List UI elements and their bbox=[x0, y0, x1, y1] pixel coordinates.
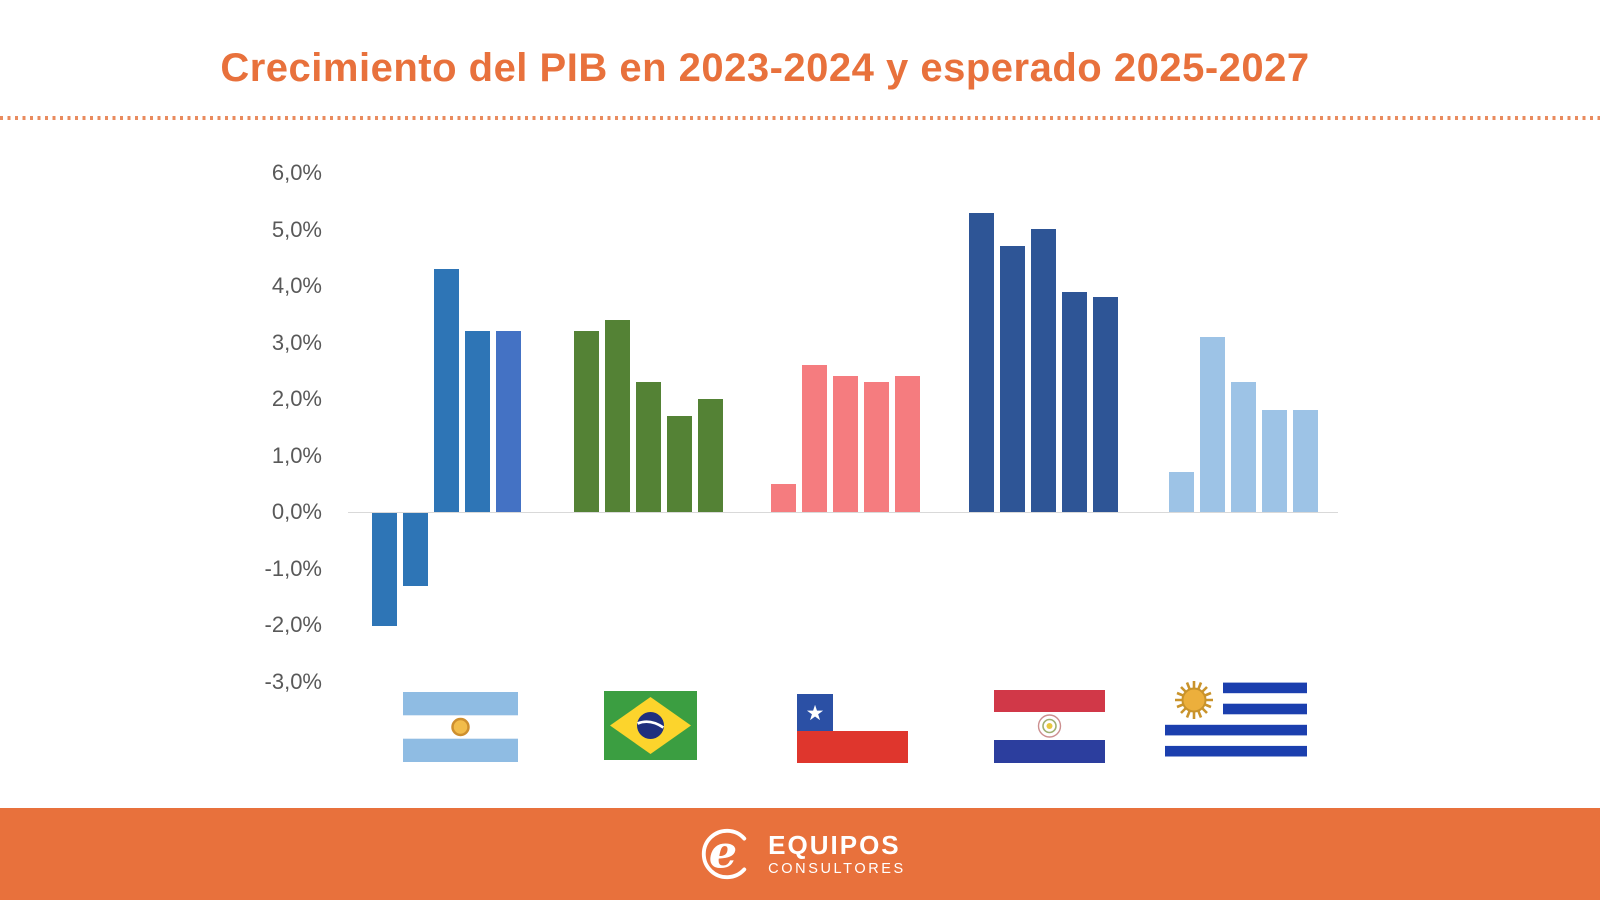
paraguay-flag-icon bbox=[994, 690, 1105, 763]
bar-brasil-2026 bbox=[667, 416, 692, 512]
bar-chile-2023 bbox=[771, 484, 796, 512]
bar-uruguay-2025 bbox=[1231, 382, 1256, 512]
svg-text:★: ★ bbox=[806, 701, 825, 725]
argentina-flag-icon bbox=[403, 692, 518, 762]
bar-chile-2024 bbox=[802, 365, 827, 512]
y-axis-label: -3,0% bbox=[264, 668, 322, 694]
bar-argentina-2025 bbox=[434, 269, 459, 512]
bar-paraguay-2025 bbox=[1031, 229, 1056, 512]
y-axis-label: 3,0% bbox=[271, 329, 322, 355]
bar-chile-2027 bbox=[895, 376, 920, 512]
y-axis-label: 4,0% bbox=[271, 273, 322, 298]
y-axis-label: 2,0% bbox=[271, 386, 322, 411]
chart-title: Crecimiento del PIB en 2023-2024 y esper… bbox=[220, 46, 1310, 90]
bar-uruguay-2026 bbox=[1262, 410, 1287, 512]
bar-brasil-2025 bbox=[636, 382, 661, 512]
bar-brasil-2027 bbox=[698, 399, 723, 512]
bar-paraguay-2027 bbox=[1093, 297, 1118, 512]
bar-argentina-2024 bbox=[403, 513, 428, 586]
y-axis-label: 6,0% bbox=[271, 160, 322, 185]
brand-name: EQUIPOS bbox=[768, 829, 901, 860]
bar-paraguay-2026 bbox=[1062, 292, 1087, 512]
chile-flag-icon: ★ bbox=[797, 694, 908, 763]
y-axis-label: 5,0% bbox=[271, 216, 322, 242]
bar-uruguay-2023 bbox=[1169, 472, 1194, 512]
uruguay-flag-icon bbox=[1165, 672, 1307, 767]
brand-subtitle: CONSULTORES bbox=[768, 860, 906, 877]
bar-brasil-2024 bbox=[605, 320, 630, 512]
footer-band: e EQUIPOS CONSULTORES bbox=[0, 808, 1600, 900]
brand-text: EQUIPOS CONSULTORES bbox=[768, 832, 906, 877]
y-axis-label: -2,0% bbox=[264, 612, 322, 637]
bar-brasil-2023 bbox=[574, 331, 599, 512]
bar-uruguay-2024 bbox=[1200, 337, 1225, 512]
bar-chile-2025 bbox=[833, 376, 858, 512]
bar-uruguay-2027 bbox=[1293, 410, 1318, 512]
dotted-divider bbox=[0, 116, 1600, 120]
svg-text:e: e bbox=[709, 827, 737, 879]
y-axis-label: 0,0% bbox=[271, 499, 322, 524]
bar-argentina-2027 bbox=[496, 331, 521, 512]
equipos-logo-icon: e bbox=[702, 827, 747, 880]
bar-argentina-2026 bbox=[465, 331, 490, 512]
bar-paraguay-2023 bbox=[969, 213, 994, 512]
bar-chile-2026 bbox=[864, 382, 889, 512]
bar-paraguay-2024 bbox=[1000, 246, 1025, 512]
bar-argentina-2023 bbox=[372, 513, 397, 626]
y-axis-label: 1,0% bbox=[271, 442, 322, 468]
y-axis-label: -1,0% bbox=[264, 555, 322, 581]
x-axis-baseline bbox=[348, 512, 1338, 513]
brazil-flag-icon bbox=[604, 691, 697, 760]
